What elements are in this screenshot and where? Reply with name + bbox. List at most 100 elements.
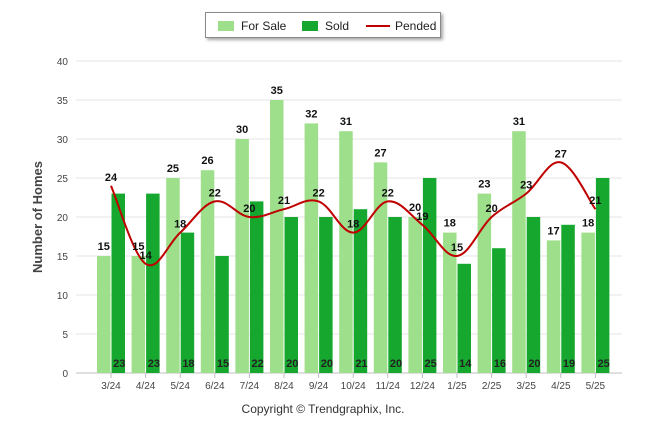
data-label-for-sale: 17 [547, 225, 559, 237]
legend-swatch-for-sale [218, 21, 234, 31]
data-label-sold: 20 [286, 358, 298, 370]
bar-for-sale [477, 193, 492, 373]
legend-label-sold: Sold [325, 19, 350, 33]
data-label-pended: 22 [312, 187, 324, 199]
bar-for-sale [581, 232, 595, 373]
x-tick-label: 6/24 [205, 381, 225, 392]
bar-for-sale [131, 256, 146, 373]
y-tick-label: 25 [57, 174, 69, 185]
y-axis-ticks: 0 5 10 15 20 25 30 35 40 [57, 57, 69, 380]
bar-sold [526, 217, 541, 373]
data-label-for-sale: 18 [582, 218, 594, 230]
y-axis-label: Number of Homes [30, 161, 45, 273]
data-label-for-sale: 31 [513, 116, 525, 128]
x-tick-label: 2/25 [482, 381, 502, 392]
bar-for-sale [304, 123, 319, 374]
data-label-pended: 27 [555, 148, 567, 160]
data-label-sold: 25 [598, 358, 610, 370]
x-tick-label: 10/24 [341, 381, 366, 392]
bar-for-sale [339, 131, 353, 373]
data-label-sold: 23 [148, 358, 160, 370]
data-label-for-sale: 15 [98, 241, 110, 253]
data-label-for-sale: 30 [236, 124, 248, 136]
bar-sold [422, 178, 437, 373]
data-label-sold: 20 [390, 358, 402, 370]
bar-sold [111, 193, 125, 373]
bar-sold [353, 209, 368, 373]
bar-for-sale [408, 217, 422, 373]
data-label-pended: 24 [105, 172, 118, 184]
data-label-pended: 19 [416, 211, 428, 223]
data-label-pended: 18 [347, 219, 359, 231]
copyright: Copyright © Trendgraphix, Inc. [241, 402, 405, 416]
data-label-pended: 22 [382, 187, 394, 199]
bar-for-sale [512, 131, 526, 373]
bars [97, 100, 610, 374]
y-tick-label: 15 [57, 252, 69, 263]
x-tick-label: 8/24 [274, 381, 294, 392]
x-tick-label: 5/25 [586, 381, 606, 392]
bar-sold [561, 224, 575, 373]
pended-line [110, 161, 597, 267]
data-label-sold: 14 [459, 358, 472, 370]
data-label-sold: 20 [321, 358, 333, 370]
data-label-pended: 20 [485, 203, 497, 215]
x-tick-label: 3/25 [516, 381, 536, 392]
data-label-sold: 15 [217, 358, 229, 370]
data-label-for-sale: 26 [201, 155, 213, 167]
data-label-sold: 25 [425, 358, 437, 370]
y-tick-label: 30 [57, 135, 69, 146]
legend-swatch-sold [302, 21, 318, 31]
legend-label-for-sale: For Sale [241, 19, 287, 33]
data-label-sold: 19 [563, 358, 575, 370]
data-label-pended: 21 [278, 195, 290, 207]
x-tick-label: 7/24 [240, 381, 260, 392]
legend: For Sale Sold Pended [205, 12, 441, 38]
x-tick-label: 4/25 [551, 381, 571, 392]
data-label-for-sale: 31 [340, 116, 352, 128]
x-tick-label: 4/24 [136, 381, 156, 392]
x-axis-ticks: 3/24 4/24 5/24 6/24 7/24 8/24 9/24 10/24 11/24 12… [101, 373, 606, 392]
bar-sold [388, 217, 402, 373]
data-label-pended: 15 [451, 242, 463, 254]
data-label-for-sale: 23 [478, 179, 490, 191]
x-tick-label: 1/25 [447, 381, 467, 392]
bar-for-sale [235, 139, 249, 373]
legend-swatch-pended [366, 25, 390, 27]
y-tick-label: 35 [57, 96, 69, 107]
bar-sold [249, 201, 264, 373]
legend-label-pended: Pended [395, 19, 437, 33]
x-tick-label: 11/24 [376, 381, 401, 392]
data-label-for-sale: 18 [444, 218, 456, 230]
data-label-pended: 14 [139, 250, 152, 262]
bar-for-sale [200, 170, 215, 373]
x-tick-label: 12/24 [410, 381, 435, 392]
bar-sold [319, 217, 333, 373]
data-label-for-sale: 20 [409, 202, 421, 214]
data-label-sold: 16 [494, 358, 506, 370]
bar-for-sale [270, 100, 284, 373]
y-tick-label: 10 [57, 291, 69, 302]
data-label-for-sale: 25 [167, 163, 179, 175]
data-label-pended: 21 [589, 195, 601, 207]
bar-sold [180, 232, 195, 373]
bar-sold [492, 248, 506, 373]
x-tick-label: 3/24 [101, 381, 121, 392]
data-label-for-sale: 35 [271, 85, 283, 97]
bar-sold [595, 178, 610, 373]
bar-sold [146, 193, 160, 373]
bar-for-sale [443, 232, 457, 373]
data-label-pended: 22 [209, 187, 221, 199]
data-label-for-sale: 32 [305, 108, 317, 120]
data-label-sold: 22 [252, 358, 264, 370]
data-labels: 15 23 15 23 25 18 26 15 30 22 35 20 32 20 31 21 27 20 20 25… [98, 85, 610, 370]
bar-for-sale [373, 162, 388, 373]
pended-line-layer [110, 161, 597, 267]
data-label-pended: 18 [174, 219, 186, 231]
x-tick-label: 5/24 [170, 381, 190, 392]
bar-sold [284, 217, 298, 373]
bar-for-sale [97, 256, 111, 373]
bar-sold [457, 263, 471, 373]
y-tick-label: 5 [62, 330, 68, 341]
bar-sold [215, 256, 229, 373]
